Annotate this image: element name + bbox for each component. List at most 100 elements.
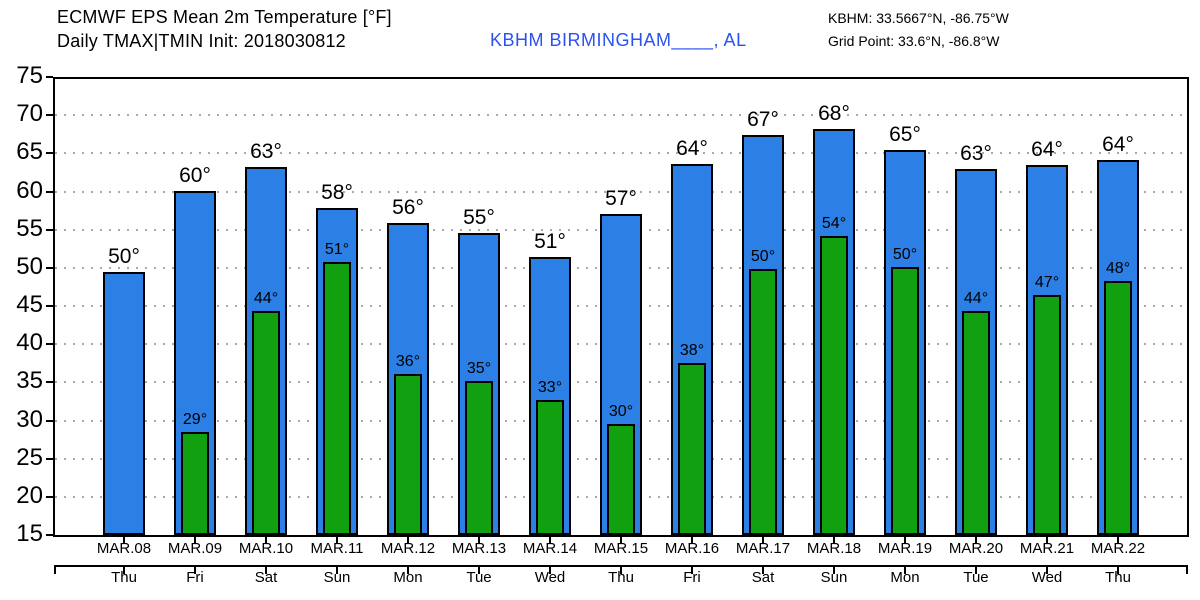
tmax-bar <box>103 272 145 535</box>
date-label: MAR.10 <box>238 540 294 557</box>
y-axis-label: 15 <box>16 520 43 547</box>
tmin-value-label: 51° <box>324 241 350 258</box>
weekday-axis-tick <box>478 565 480 574</box>
weekday-axis-tick <box>1046 565 1048 574</box>
y-axis-label: 75 <box>16 62 43 89</box>
weekday-axis-tick <box>194 565 196 574</box>
y-axis-label: 25 <box>16 444 43 471</box>
x-axis-tick <box>336 537 338 543</box>
weekday-label: Fri <box>186 569 204 586</box>
y-axis-tick <box>46 152 53 154</box>
date-label: MAR.08 <box>96 540 152 557</box>
weekday-label: Mon <box>393 569 423 586</box>
x-axis-tick <box>833 537 835 543</box>
weekday-axis-tick <box>620 565 622 574</box>
weekday-axis-tick <box>691 565 693 574</box>
tmin-bar <box>465 381 493 535</box>
date-label: MAR.15 <box>593 540 649 557</box>
weekday-axis-tick <box>833 565 835 574</box>
station-coordinates: KBHM: 33.5667°N, -86.75°W <box>828 10 1009 26</box>
y-axis-tick <box>46 343 53 345</box>
date-label: MAR.19 <box>877 540 933 557</box>
tmin-value-label: 50° <box>750 248 776 265</box>
tmax-value-label: 56° <box>392 196 424 219</box>
y-axis-label: 65 <box>16 138 43 165</box>
tmin-value-label: 38° <box>679 342 705 359</box>
weekday-label: Sat <box>254 569 278 586</box>
y-axis-tick <box>46 534 53 536</box>
y-axis-label: 55 <box>16 215 43 242</box>
tmin-bar <box>1104 281 1132 535</box>
date-label: MAR.21 <box>1019 540 1075 557</box>
x-axis-tick <box>478 537 480 543</box>
weekday-label: Fri <box>683 569 701 586</box>
tmin-bar <box>678 363 706 535</box>
x-axis-tick <box>265 537 267 543</box>
y-axis-tick <box>46 76 53 78</box>
tmin-bar <box>962 311 990 535</box>
tmax-value-label: 55° <box>463 206 495 229</box>
weekday-label: Thu <box>1105 569 1131 586</box>
y-axis-tick <box>46 114 53 116</box>
chart-title: ECMWF EPS Mean 2m Temperature [°F] <box>57 7 392 27</box>
weekday-label: Wed <box>1031 569 1063 586</box>
tmax-value-label: 64° <box>676 137 708 160</box>
x-axis-tick <box>975 537 977 543</box>
date-label: MAR.12 <box>380 540 436 557</box>
tmin-value-label: 35° <box>466 360 492 377</box>
tmin-bar <box>891 267 919 535</box>
tmin-value-label: 48° <box>1105 260 1131 277</box>
tmin-value-label: 33° <box>537 379 563 396</box>
gridline <box>55 114 1187 116</box>
tmin-value-label: 47° <box>1034 274 1060 291</box>
y-axis-tick <box>46 458 53 460</box>
weekday-axis-tick <box>265 565 267 574</box>
y-axis-tick <box>46 191 53 193</box>
x-axis-tick <box>123 537 125 543</box>
x-axis-tick <box>194 537 196 543</box>
weekday-axis-tick <box>407 565 409 574</box>
weekday-label: Sun <box>820 569 848 586</box>
x-axis-tick <box>549 537 551 543</box>
tmin-bar <box>536 400 564 535</box>
weekday-axis-tick <box>336 565 338 574</box>
tmin-value-label: 29° <box>182 411 208 428</box>
weekday-axis-endcap <box>1186 565 1188 574</box>
weekday-label: Mon <box>890 569 920 586</box>
tmax-value-label: 64° <box>1031 138 1063 161</box>
x-axis-tick <box>762 537 764 543</box>
y-axis-label: 30 <box>16 406 43 433</box>
y-axis-label: 35 <box>16 367 43 394</box>
y-axis-label: 60 <box>16 177 43 204</box>
weekday-axis-tick <box>762 565 764 574</box>
weekday-axis-tick <box>975 565 977 574</box>
tmax-value-label: 51° <box>534 230 566 253</box>
tmax-value-label: 68° <box>818 102 850 125</box>
weekday-label: Sat <box>751 569 775 586</box>
weekday-label: Tue <box>963 569 989 586</box>
x-axis-tick <box>407 537 409 543</box>
tmin-bar <box>323 262 351 535</box>
weekday-axis-tick <box>904 565 906 574</box>
y-axis-label: 45 <box>16 291 43 318</box>
tmin-value-label: 54° <box>821 215 847 232</box>
tmin-bar <box>252 311 280 535</box>
tmax-value-label: 67° <box>747 108 779 131</box>
tmax-value-label: 64° <box>1102 133 1134 156</box>
y-axis-tick <box>46 305 53 307</box>
x-axis-tick <box>1046 537 1048 543</box>
weekday-label: Wed <box>534 569 566 586</box>
y-axis-tick <box>46 381 53 383</box>
y-axis-tick <box>46 496 53 498</box>
date-label: MAR.11 <box>310 540 364 557</box>
weekday-axis-tick <box>1117 565 1119 574</box>
weekday-label: Thu <box>111 569 137 586</box>
tmin-bar <box>749 269 777 535</box>
y-axis-tick <box>46 267 53 269</box>
y-axis-tick <box>46 229 53 231</box>
tmax-value-label: 65° <box>889 123 921 146</box>
date-label: MAR.17 <box>735 540 791 557</box>
y-axis-label: 40 <box>16 329 43 356</box>
y-axis-label: 70 <box>16 100 43 127</box>
